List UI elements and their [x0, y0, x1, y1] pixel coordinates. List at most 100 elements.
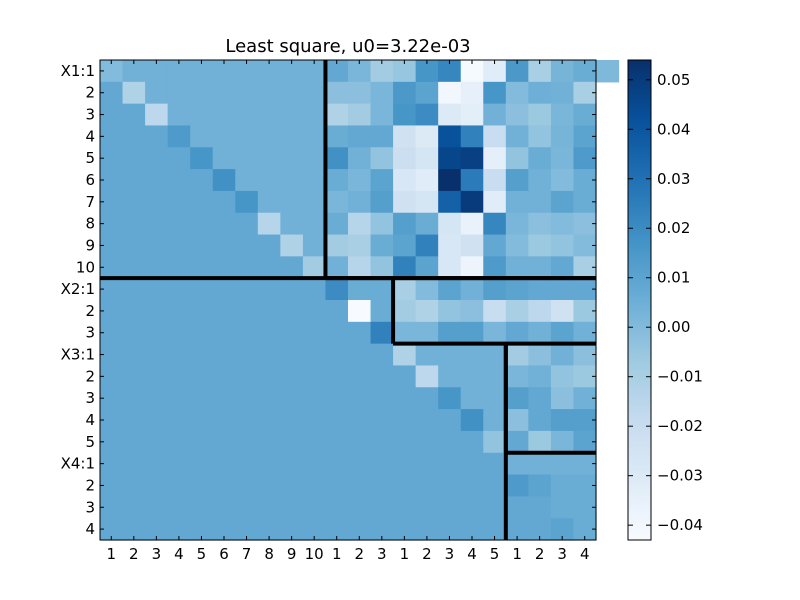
heatmap-cell [212, 278, 236, 301]
heatmap-cell [190, 300, 214, 323]
heatmap-cell [212, 212, 236, 236]
heatmap-cell [100, 496, 124, 519]
heatmap-cell [370, 147, 394, 170]
heatmap-cell [280, 343, 304, 367]
heatmap-cell [393, 365, 417, 388]
heatmap-cell [100, 169, 124, 192]
heatmap-cell [460, 147, 484, 170]
heatmap-cell [122, 452, 146, 476]
heatmap-cell [325, 147, 349, 170]
heatmap-cell [235, 256, 259, 279]
heatmap-cell [370, 321, 394, 345]
heatmap-cell [145, 452, 169, 476]
heatmap-cell [370, 452, 394, 476]
heatmap-cell [370, 60, 394, 83]
heatmap-cell [550, 147, 575, 170]
heatmap-cell [550, 169, 575, 192]
heatmap-cell [348, 321, 372, 345]
heatmap-cell [438, 321, 462, 345]
heatmap-cell [167, 300, 191, 323]
heatmap-cell [325, 300, 349, 323]
heatmap-cell [235, 300, 259, 323]
heatmap-cell [460, 474, 484, 497]
heatmap-cell [145, 256, 169, 279]
heatmap-cell [190, 321, 214, 345]
heatmap-cell [505, 278, 529, 301]
x-tick-label: 6 [219, 545, 229, 563]
heatmap-cell [212, 430, 236, 454]
x-tick-label: 8 [264, 545, 274, 563]
heatmap-cell [460, 365, 484, 388]
heatmap-cell [190, 452, 214, 476]
heatmap-cell [190, 409, 214, 432]
heatmap-cell [145, 387, 169, 410]
heatmap-cell [483, 60, 507, 83]
heatmap-cell [370, 190, 394, 214]
heatmap-cell [302, 169, 327, 192]
heatmap-cell [393, 430, 417, 454]
colorbar-ticks: 0.05 0.04 0.03 0.02 0.01 0.00 −0.01 −0.02 −0.03 −… [628, 71, 703, 534]
heatmap-cell [145, 430, 169, 454]
heatmap-cell [370, 300, 394, 323]
heatmap-cell [145, 518, 169, 541]
heatmap-cell [348, 190, 372, 214]
heatmap-cell [122, 212, 146, 236]
heatmap-cell [280, 452, 304, 476]
heatmap-cell [190, 343, 214, 367]
heatmap-cell [415, 147, 439, 170]
heatmap-cell [438, 343, 462, 367]
heatmap-cell [167, 518, 191, 541]
heatmap-cell [100, 387, 124, 410]
heatmap-cell [460, 60, 484, 83]
heatmap-cell [302, 387, 327, 410]
heatmap-cell [348, 278, 372, 301]
heatmap-cell [348, 430, 372, 454]
heatmap-cell [528, 256, 552, 279]
y-tick-label: 2 [85, 302, 95, 320]
colorbar [627, 59, 652, 541]
heatmap-cell [280, 430, 304, 454]
heatmap-cell [325, 474, 349, 497]
heatmap-cell [483, 278, 507, 301]
heatmap-cell [302, 496, 327, 519]
heatmap-cell [528, 300, 552, 323]
heatmap-cell [370, 256, 394, 279]
heatmap-cell [167, 474, 191, 497]
heatmap-cell [460, 212, 484, 236]
heatmap-cell [280, 278, 304, 301]
heatmap-cell [280, 125, 304, 148]
heatmap-cell [483, 147, 507, 170]
heatmap-cell [280, 387, 304, 410]
heatmap-cell [257, 452, 281, 476]
heatmap-cell [483, 125, 507, 148]
heatmap-cell [190, 190, 214, 214]
heatmap-cell [550, 81, 575, 105]
heatmap-cell [280, 321, 304, 345]
heatmap-cell [483, 430, 507, 454]
heatmap-cell [348, 125, 372, 148]
heatmap-cell [100, 60, 124, 83]
heatmap-cell [550, 300, 575, 323]
y-tick-label: 10 [76, 258, 95, 276]
heatmap-cell [415, 60, 439, 83]
x-tick-label: 1 [512, 545, 522, 563]
heatmap-cell [122, 365, 146, 388]
heatmap-cell [348, 518, 372, 541]
y-tick-label: 3 [85, 498, 95, 516]
heatmap-cell [280, 409, 304, 432]
colorbar-tick-label: −0.02 [657, 417, 703, 435]
heatmap-cells [100, 60, 620, 541]
heatmap-cell [415, 190, 439, 214]
heatmap-cell [100, 234, 124, 257]
heatmap-cell [122, 430, 146, 454]
heatmap-cell [460, 452, 484, 476]
y-tick-label: 9 [85, 236, 95, 254]
heatmap-cell [325, 496, 349, 519]
heatmap-cell [460, 430, 484, 454]
heatmap-cell [167, 387, 191, 410]
heatmap-cell [438, 81, 462, 105]
heatmap-cell [573, 321, 597, 345]
heatmap-cell [235, 409, 259, 432]
heatmap-cell [212, 518, 236, 541]
heatmap-cell [280, 496, 304, 519]
